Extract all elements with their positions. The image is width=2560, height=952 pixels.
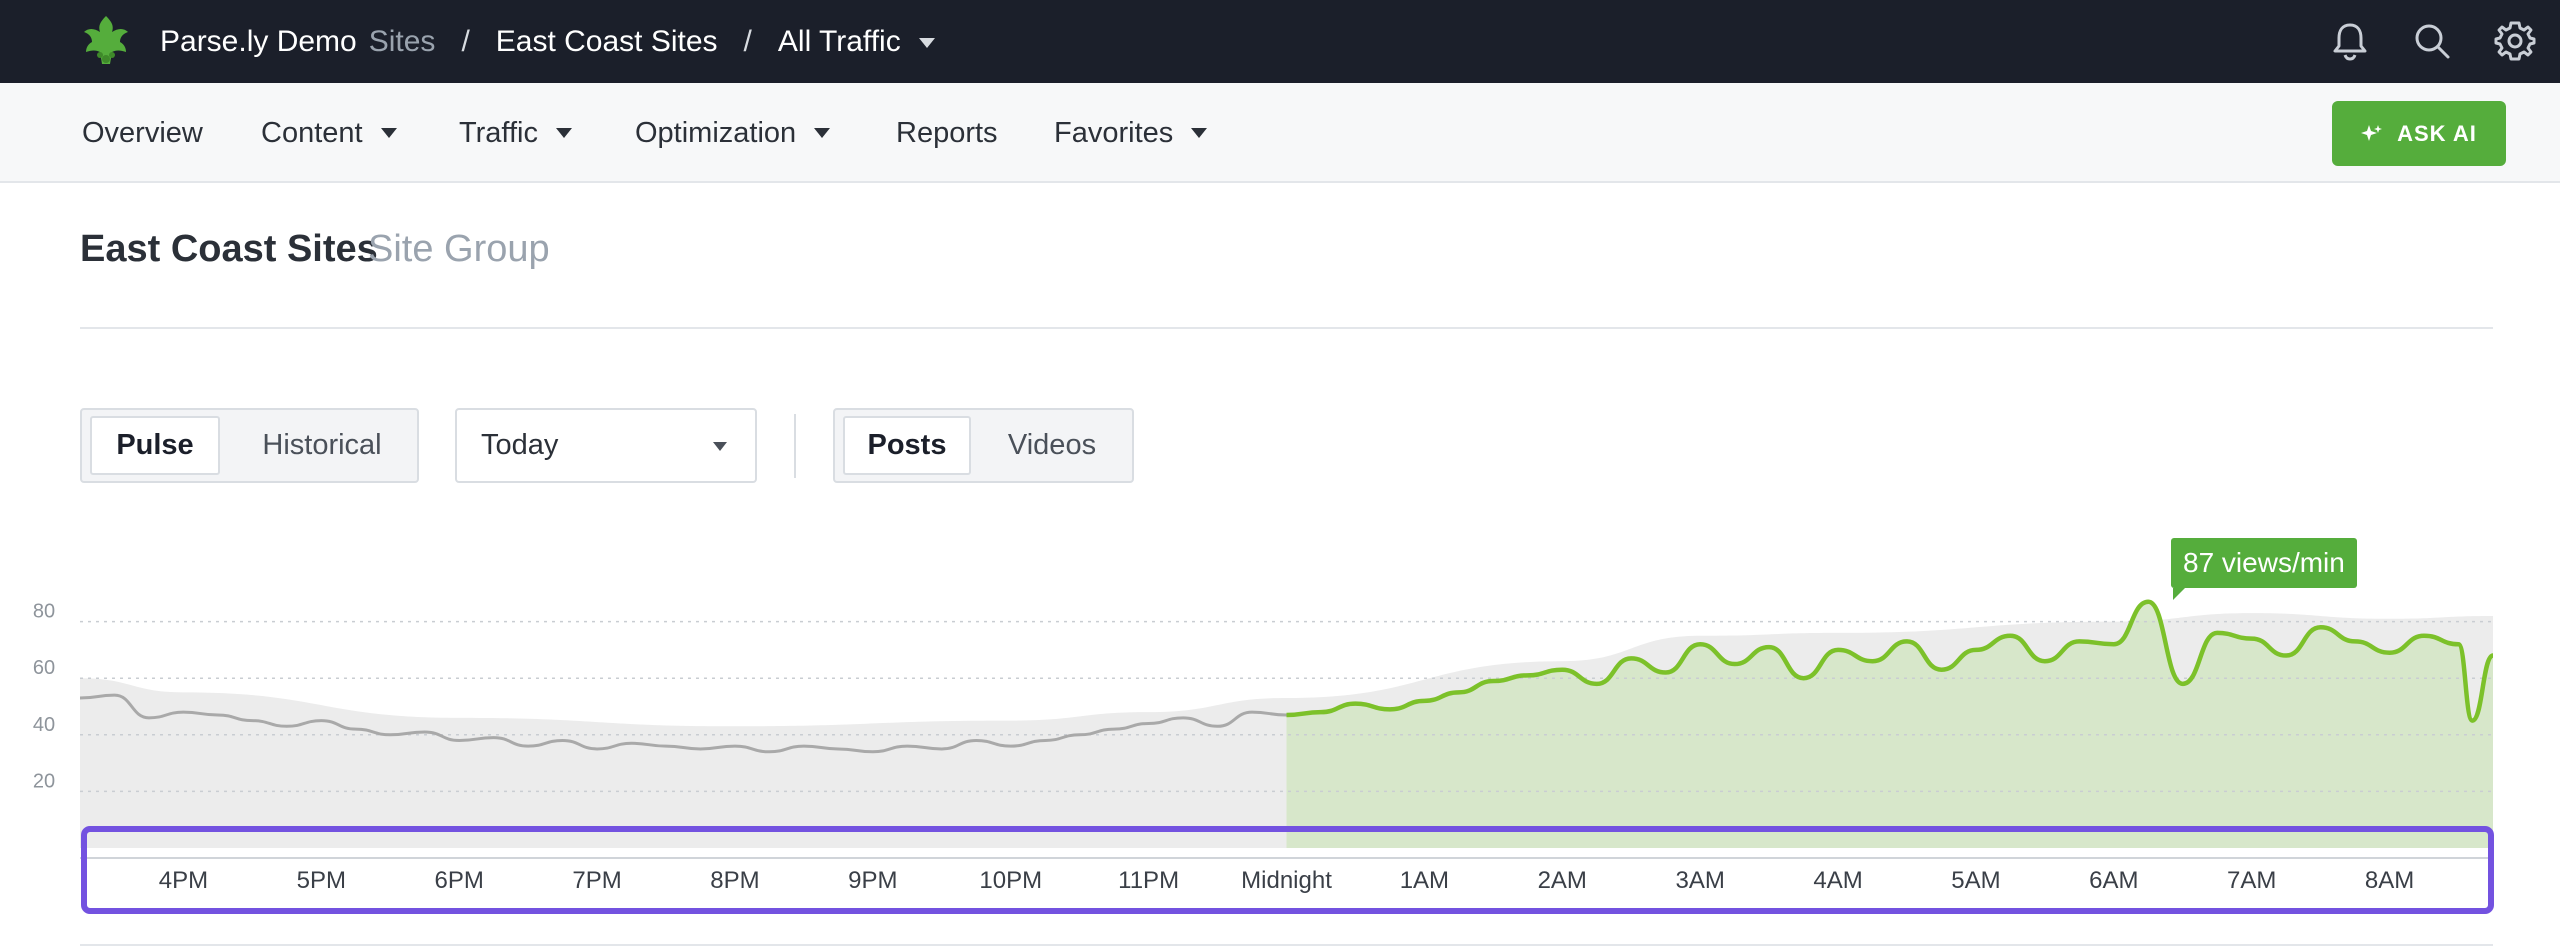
ask-ai-button[interactable]: ASK AI [2332,101,2506,166]
today-area-fill [1286,601,2493,848]
x-tick-label: 1AM [1400,867,1449,894]
sites-link[interactable]: Sites [368,24,436,58]
posts-tab[interactable]: Posts [843,416,971,475]
nav-optimization[interactable]: Optimization [635,83,831,183]
x-tick-label: 4AM [1813,867,1862,894]
x-tick-label: 5AM [1951,867,2000,894]
gear-icon[interactable] [2492,18,2538,64]
nav-reports[interactable]: Reports [896,83,998,183]
chevron-down-icon [814,128,831,138]
nav-overview[interactable]: Overview [82,83,203,183]
chevron-down-icon [555,128,572,138]
bell-icon[interactable] [2327,18,2373,64]
content-type-toggle: Posts Videos [833,408,1134,483]
y-tick-label: 20 [33,770,55,792]
series-line-today [1286,599,2495,723]
page-title: East Coast Sites [80,228,378,270]
page-subtitle: Site Group [368,228,550,270]
nav-favorites[interactable]: Favorites [1054,83,1208,183]
traffic-filter-label: All Traffic [777,24,901,58]
chevron-down-icon [713,442,727,451]
x-tick-label: 10PM [979,867,1042,894]
app-name-link[interactable]: Parse.ly Demo [160,24,357,58]
views-per-minute-tooltip: 87 views/min [2171,538,2357,600]
x-tick-label: 7PM [572,867,621,894]
y-tick-label: 80 [33,601,55,623]
nav-label: Optimization [635,116,797,149]
x-tick-label: 4PM [159,867,208,894]
x-tick-label: 3AM [1675,867,1724,894]
x-tick-label: Midnight [1241,867,1332,894]
traffic-chart: 80 60 40 20 4PM 5PM 6PM 7PM 8PM 9PM 10PM 11PM Midnig… [33,599,2495,914]
x-tick-label: 5PM [297,867,346,894]
x-tick-label: 8AM [2365,867,2414,894]
breadcrumb-separator: / [461,24,470,58]
period-select[interactable]: Today [455,408,757,483]
chevron-down-icon [918,37,935,48]
nav-label: Traffic [459,116,538,149]
period-value: Today [481,429,559,461]
historical-tab[interactable]: Historical [262,429,382,461]
chart-bottom-divider [80,944,2493,946]
header-divider [80,327,2493,329]
nav-label: Reports [896,116,998,149]
controls-divider [794,414,796,478]
x-tick-label: 6AM [2089,867,2138,894]
sparkle-icon [2361,124,2383,141]
nav-traffic[interactable]: Traffic [459,83,572,183]
nav-content[interactable]: Content [261,83,397,183]
y-tick-label: 60 [33,657,55,679]
nav-label: Favorites [1054,116,1174,149]
top-bar: Parse.ly Demo Sites / East Coast Sites /… [0,0,2560,83]
nav-label: Overview [82,116,203,149]
x-tick-label: 7AM [2227,867,2276,894]
ask-ai-label: ASK AI [2397,120,2477,146]
pulse-tab[interactable]: Pulse [90,416,220,475]
mode-toggle: Pulse Historical [80,408,419,483]
traffic-filter-dropdown[interactable]: All Traffic [778,25,935,59]
breadcrumb-separator: / [743,24,752,58]
main-nav: Overview Content Traffic Optimization Re… [0,83,2560,183]
nav-label: Content [261,116,363,149]
x-tick-label: 11PM [1118,867,1179,894]
breadcrumb: Parse.ly Demo Sites / East Coast Sites /… [160,0,935,83]
x-tick-label: 8PM [710,867,759,894]
y-tick-label: 40 [33,714,55,736]
chevron-down-icon [380,128,397,138]
series-line-previous [79,693,1287,754]
x-tick-label: 2AM [1538,867,1587,894]
chevron-down-icon [1191,128,1208,138]
parsely-logo-icon[interactable] [78,12,134,68]
videos-tab[interactable]: Videos [1007,429,1097,461]
search-icon[interactable] [2409,18,2455,64]
breadcrumb-site-group[interactable]: East Coast Sites [495,24,718,58]
x-axis-highlight-box [81,826,2494,914]
x-tick-label: 6PM [435,867,484,894]
x-tick-label: 9PM [848,867,897,894]
